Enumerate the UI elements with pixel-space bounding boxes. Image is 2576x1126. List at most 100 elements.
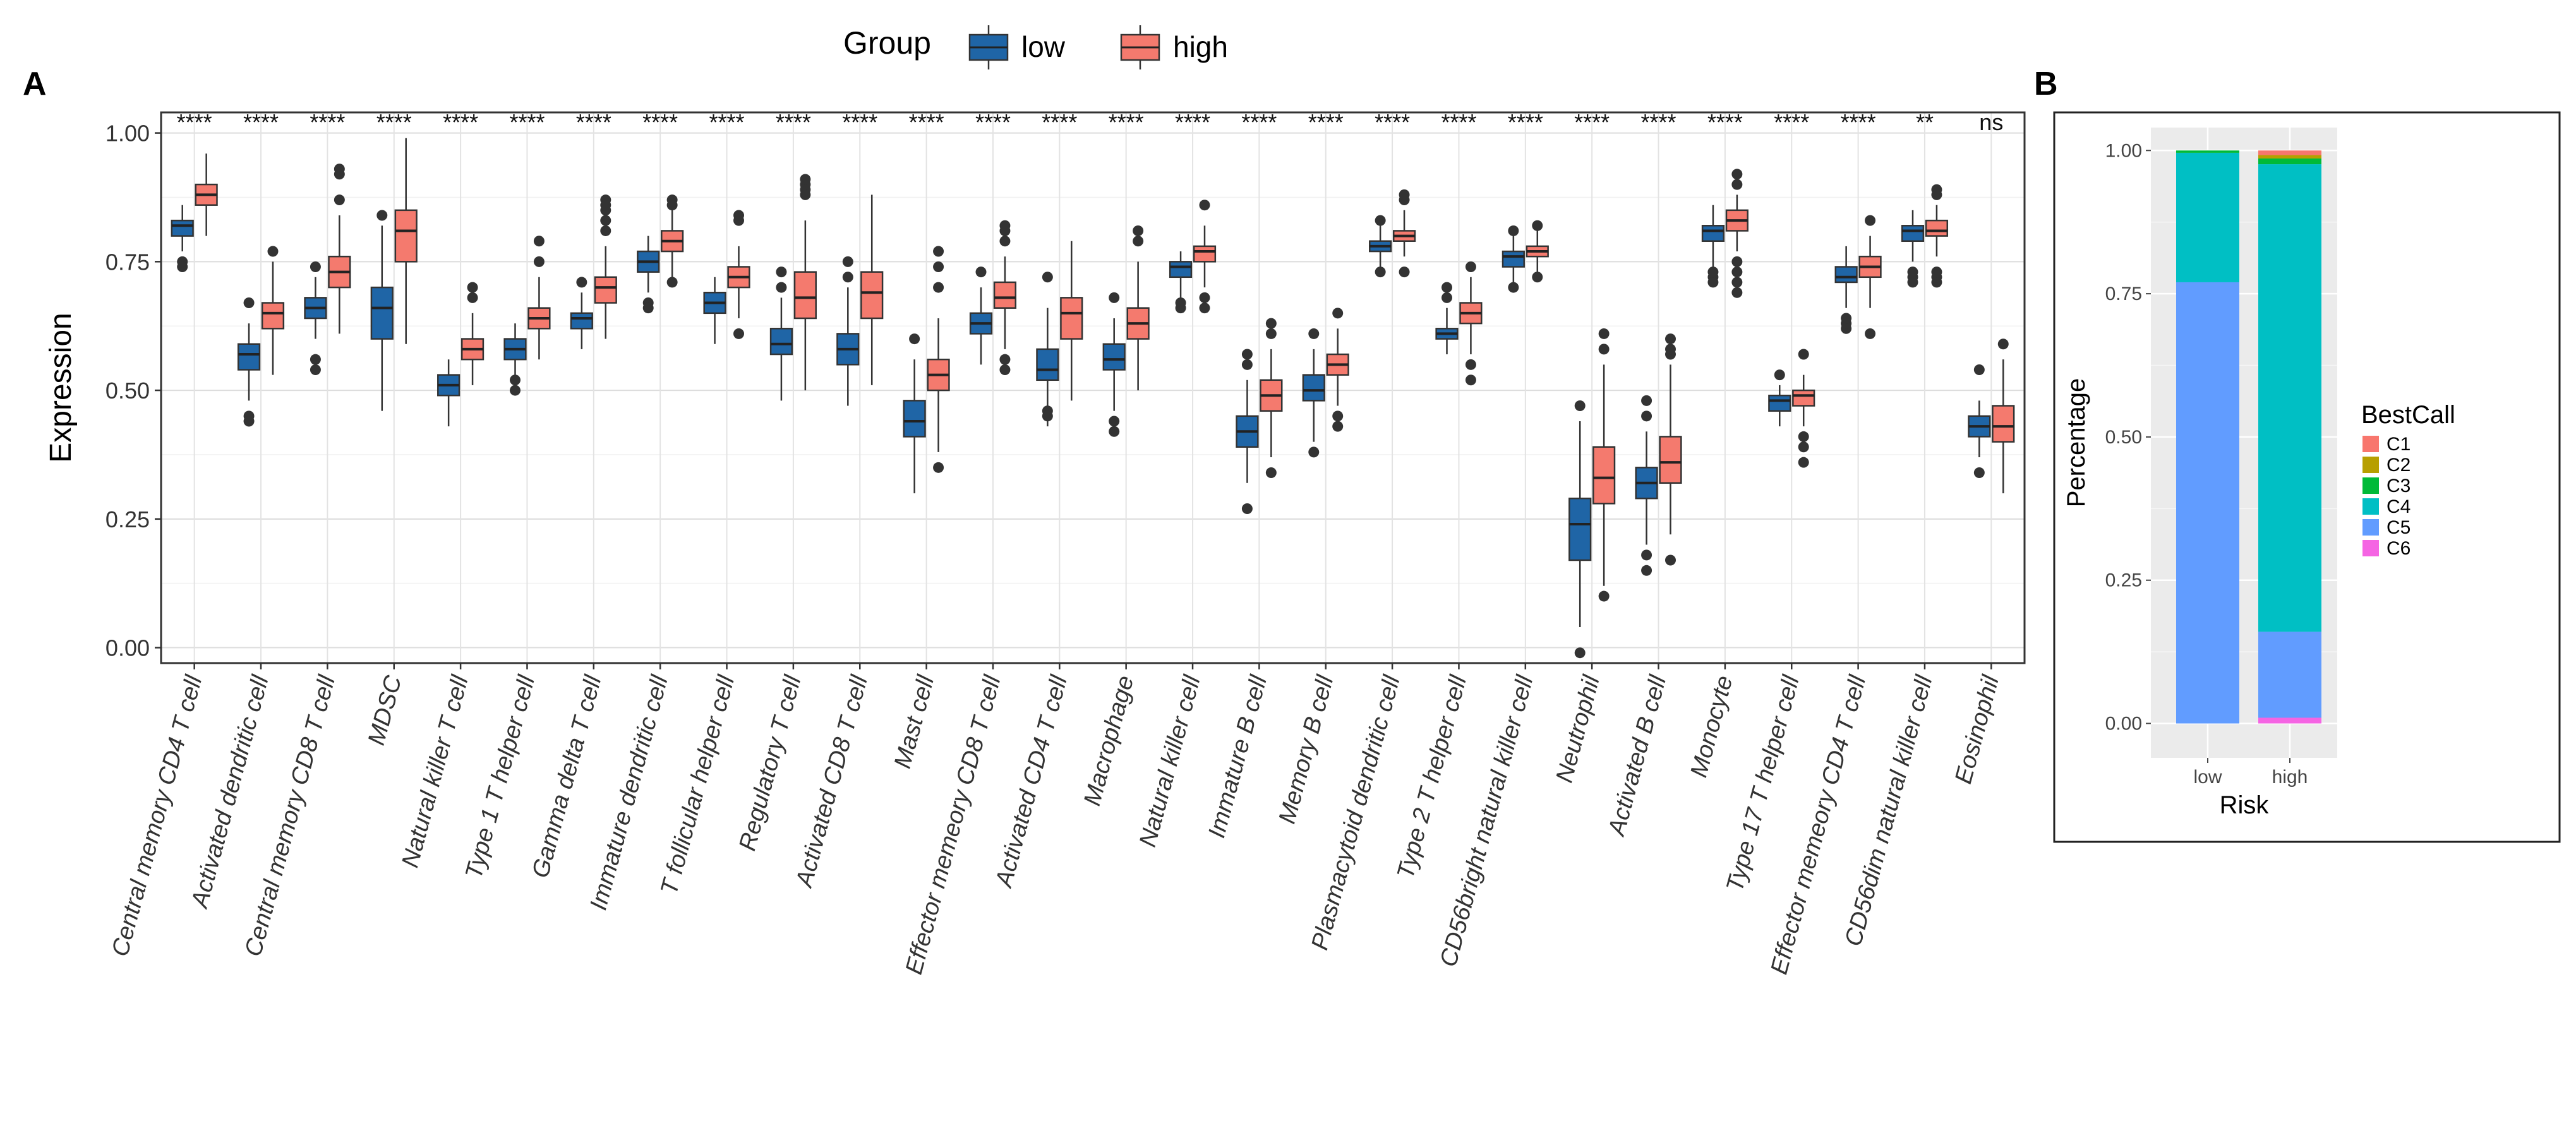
y-tick-label: 1.00 [105,121,150,147]
significance-label: **** [1574,109,1610,135]
box-iqr [370,286,394,340]
bar-segment-C4 [2176,152,2239,282]
significance-label: **** [975,109,1011,135]
outlier-point [1465,359,1476,370]
significance-label: **** [177,109,212,135]
outlier-point [733,328,744,339]
outlier-point [510,385,521,396]
x-tick-label: Immature B cell [1203,672,1272,841]
box-iqr [1193,245,1217,263]
outlier-point [1375,215,1386,226]
outlier-point [267,246,279,257]
significance-label: **** [1841,109,1876,135]
y-tick-label: 0.25 [2105,570,2142,591]
outlier-point [1332,308,1344,319]
outlier-point [1665,554,1676,566]
outlier-point [1308,446,1320,458]
outlier-point [1042,272,1053,283]
x-tick-label: Central memory CD4 T cell [107,672,208,959]
box-iqr [1592,446,1616,505]
legend-label-C6: C6 [2386,538,2410,559]
x-tick-label: Mast cell [889,672,940,771]
box-iqr [1925,219,1949,237]
y-tick-label: 0.00 [105,635,150,661]
x-tick-label: Regulatory T cell [734,672,807,854]
outlier-point [1731,179,1743,190]
outlier-point [510,374,521,386]
significance-label: **** [376,109,412,135]
bar-segment-C6 [2258,717,2321,724]
outlier-point [1598,328,1610,339]
outlier-point [177,261,188,272]
box-iqr [1502,250,1525,268]
legend-label-C5: C5 [2386,517,2410,538]
outlier-point [666,277,678,288]
y-tick-label: 0.00 [2105,714,2142,734]
box-iqr [993,281,1017,309]
significance-label: **** [642,109,678,135]
significance-label: **** [1641,109,1676,135]
x-tick-label: Type 2 T helper cell [1392,672,1472,882]
legend-group: Group low high [843,25,1228,69]
outlier-point [310,364,321,375]
box-iqr [1659,436,1682,484]
legend-label-C2: C2 [2386,455,2410,476]
legend-label-C1: C1 [2386,434,2410,455]
outlier-point [933,261,944,272]
x-tick-label: T follicular helper cell [656,672,740,897]
outlier-point [1332,421,1344,432]
box-iqr [1102,343,1126,371]
outlier-point [1532,220,1543,231]
significance-label: **** [842,109,877,135]
outlier-point [1665,333,1676,345]
outlier-point [1798,441,1809,453]
outlier-point [1465,374,1476,386]
outlier-point [1731,287,1743,298]
outlier-point [1641,549,1652,561]
x-tick-label: high [2272,767,2308,788]
box-iqr [594,276,617,304]
box-low [637,236,660,314]
box-high [1792,349,1815,468]
box-high [1060,241,1083,401]
box-high [993,220,1017,375]
outlier-point [1441,282,1452,293]
significance-label: ** [1916,109,1934,135]
legend-title: Group [843,25,931,61]
x-tick-label: MDSC [363,673,407,748]
outlier-point [1465,261,1476,272]
box-high [1992,338,2015,494]
outlier-point [1133,236,1144,247]
outlier-point [1665,344,1676,355]
bar-segment-C3 [2176,150,2239,153]
outlier-point [842,272,853,283]
outlier-point [1175,297,1186,309]
significance-label: **** [776,109,811,135]
outlier-point [800,174,811,185]
box-iqr [237,343,261,371]
outlier-point [310,261,321,272]
significance-label: **** [709,109,745,135]
outlier-point [1508,282,1519,293]
box-high [394,138,418,344]
x-tick-label: low [2193,767,2222,788]
x-tick-label: Monocyte [1685,673,1738,780]
outlier-point [1707,267,1719,278]
box-low [1701,205,1725,288]
box-iqr [1036,348,1059,381]
significance-label: **** [1441,109,1476,135]
legend-label-C3: C3 [2386,476,2410,496]
box-high [927,246,950,473]
significance-label: **** [909,109,944,135]
box-low [969,267,993,365]
x-tick-label: Activated B cell [1603,672,1672,839]
box-low [1502,225,1525,293]
y-tick-label: 0.75 [105,249,150,275]
box-high [661,195,684,288]
plot-border [160,111,2026,664]
outlier-point [842,256,853,267]
outlier-point [533,236,545,247]
x-tick-label: Neutrophil [1551,672,1605,786]
box-high [1459,261,1483,386]
